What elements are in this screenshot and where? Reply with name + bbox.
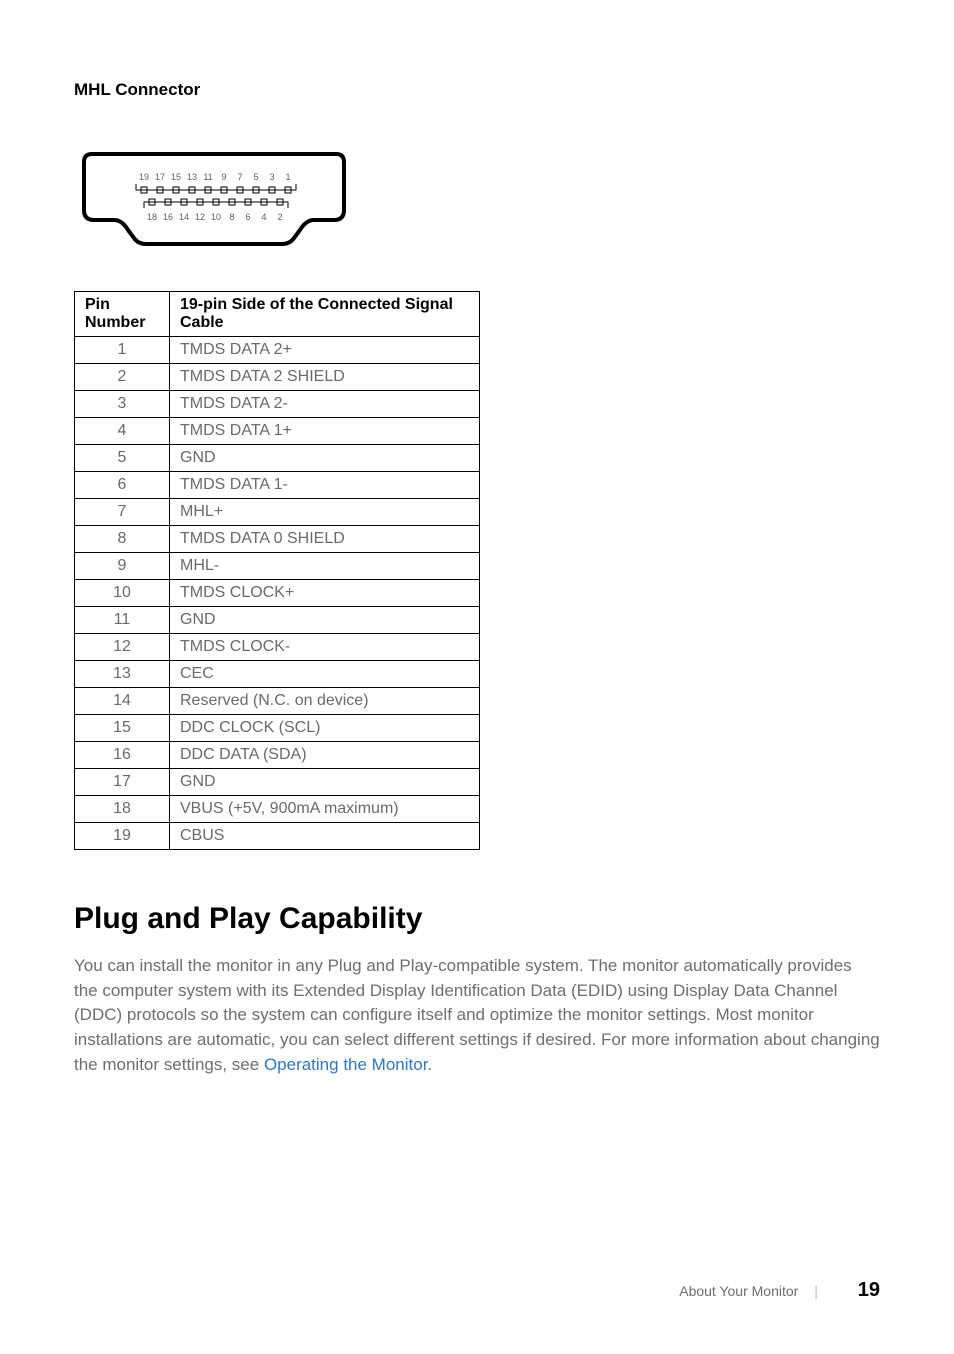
svg-text:17: 17 <box>155 172 165 182</box>
table-row: 16DDC DATA (SDA) <box>75 742 480 769</box>
signal-cell: GND <box>170 607 480 634</box>
pin-number-cell: 19 <box>75 823 170 850</box>
svg-text:19: 19 <box>139 172 149 182</box>
table-row: 15DDC CLOCK (SCL) <box>75 715 480 742</box>
signal-cell: CEC <box>170 661 480 688</box>
pin-number-cell: 16 <box>75 742 170 769</box>
table-row: 13CEC <box>75 661 480 688</box>
svg-text:4: 4 <box>261 212 266 222</box>
table-row: 14Reserved (N.C. on device) <box>75 688 480 715</box>
signal-cell: MHL+ <box>170 499 480 526</box>
svg-text:6: 6 <box>245 212 250 222</box>
pin-number-cell: 18 <box>75 796 170 823</box>
pnp-heading: Plug and Play Capability <box>74 902 880 936</box>
pin-number-cell: 3 <box>75 391 170 418</box>
signal-cell: DDC DATA (SDA) <box>170 742 480 769</box>
pin-number-cell: 1 <box>75 337 170 364</box>
pin-number-cell: 4 <box>75 418 170 445</box>
signal-cell: MHL- <box>170 553 480 580</box>
table-header-signal: 19-pin Side of the Connected Signal Cabl… <box>170 292 480 337</box>
footer-label: About Your Monitor <box>679 1283 798 1299</box>
footer-separator: | <box>814 1283 818 1299</box>
table-row: 7MHL+ <box>75 499 480 526</box>
table-row: 5GND <box>75 445 480 472</box>
pin-number-cell: 14 <box>75 688 170 715</box>
pin-number-cell: 9 <box>75 553 170 580</box>
svg-text:5: 5 <box>253 172 258 182</box>
table-row: 9MHL- <box>75 553 480 580</box>
table-row: 10TMDS CLOCK+ <box>75 580 480 607</box>
pin-number-cell: 6 <box>75 472 170 499</box>
signal-cell: TMDS CLOCK- <box>170 634 480 661</box>
pin-number-cell: 7 <box>75 499 170 526</box>
table-row: 11GND <box>75 607 480 634</box>
pnp-body-post: . <box>427 1055 432 1074</box>
pin-number-cell: 10 <box>75 580 170 607</box>
table-row: 3TMDS DATA 2- <box>75 391 480 418</box>
signal-cell: CBUS <box>170 823 480 850</box>
table-header-pin: Pin Number <box>75 292 170 337</box>
signal-cell: Reserved (N.C. on device) <box>170 688 480 715</box>
svg-text:14: 14 <box>179 212 189 222</box>
page-footer: About Your Monitor | 19 <box>679 1279 880 1302</box>
signal-cell: TMDS DATA 2 SHIELD <box>170 364 480 391</box>
svg-text:16: 16 <box>163 212 173 222</box>
svg-text:18: 18 <box>147 212 157 222</box>
pin-number-cell: 12 <box>75 634 170 661</box>
table-row: 19CBUS <box>75 823 480 850</box>
pin-number-cell: 5 <box>75 445 170 472</box>
pin-number-cell: 11 <box>75 607 170 634</box>
svg-text:10: 10 <box>211 212 221 222</box>
table-row: 2TMDS DATA 2 SHIELD <box>75 364 480 391</box>
signal-cell: TMDS DATA 2+ <box>170 337 480 364</box>
pin-number-cell: 13 <box>75 661 170 688</box>
svg-text:8: 8 <box>229 212 234 222</box>
footer-page-number: 19 <box>858 1279 880 1301</box>
signal-cell: TMDS DATA 0 SHIELD <box>170 526 480 553</box>
table-row: 12TMDS CLOCK- <box>75 634 480 661</box>
section-title: MHL Connector <box>74 80 880 100</box>
svg-text:11: 11 <box>203 172 212 182</box>
svg-text:12: 12 <box>195 212 205 222</box>
pnp-link[interactable]: Operating the Monitor <box>264 1055 427 1074</box>
pnp-body: You can install the monitor in any Plug … <box>74 954 880 1077</box>
svg-text:13: 13 <box>187 172 197 182</box>
signal-cell: GND <box>170 445 480 472</box>
pin-number-cell: 17 <box>75 769 170 796</box>
table-row: 17GND <box>75 769 480 796</box>
table-row: 1TMDS DATA 2+ <box>75 337 480 364</box>
pin-table: Pin Number 19-pin Side of the Connected … <box>74 291 480 850</box>
pnp-body-pre: You can install the monitor in any Plug … <box>74 956 880 1074</box>
svg-text:15: 15 <box>171 172 181 182</box>
signal-cell: TMDS DATA 1- <box>170 472 480 499</box>
pin-number-cell: 15 <box>75 715 170 742</box>
svg-text:3: 3 <box>269 172 274 182</box>
svg-text:2: 2 <box>277 212 282 222</box>
pin-number-cell: 8 <box>75 526 170 553</box>
pin-number-cell: 2 <box>75 364 170 391</box>
signal-cell: DDC CLOCK (SCL) <box>170 715 480 742</box>
table-row: 8TMDS DATA 0 SHIELD <box>75 526 480 553</box>
connector-diagram: 19 17 15 13 11 9 7 5 3 1 18 16 14 12 10 8 6 4 2 <box>74 140 880 255</box>
table-row: 18VBUS (+5V, 900mA maximum) <box>75 796 480 823</box>
signal-cell: VBUS (+5V, 900mA maximum) <box>170 796 480 823</box>
svg-text:7: 7 <box>237 172 242 182</box>
table-row: 4TMDS DATA 1+ <box>75 418 480 445</box>
table-row: 6TMDS DATA 1- <box>75 472 480 499</box>
signal-cell: TMDS CLOCK+ <box>170 580 480 607</box>
signal-cell: TMDS DATA 2- <box>170 391 480 418</box>
signal-cell: TMDS DATA 1+ <box>170 418 480 445</box>
svg-text:1: 1 <box>285 172 290 182</box>
svg-text:9: 9 <box>221 172 226 182</box>
signal-cell: GND <box>170 769 480 796</box>
